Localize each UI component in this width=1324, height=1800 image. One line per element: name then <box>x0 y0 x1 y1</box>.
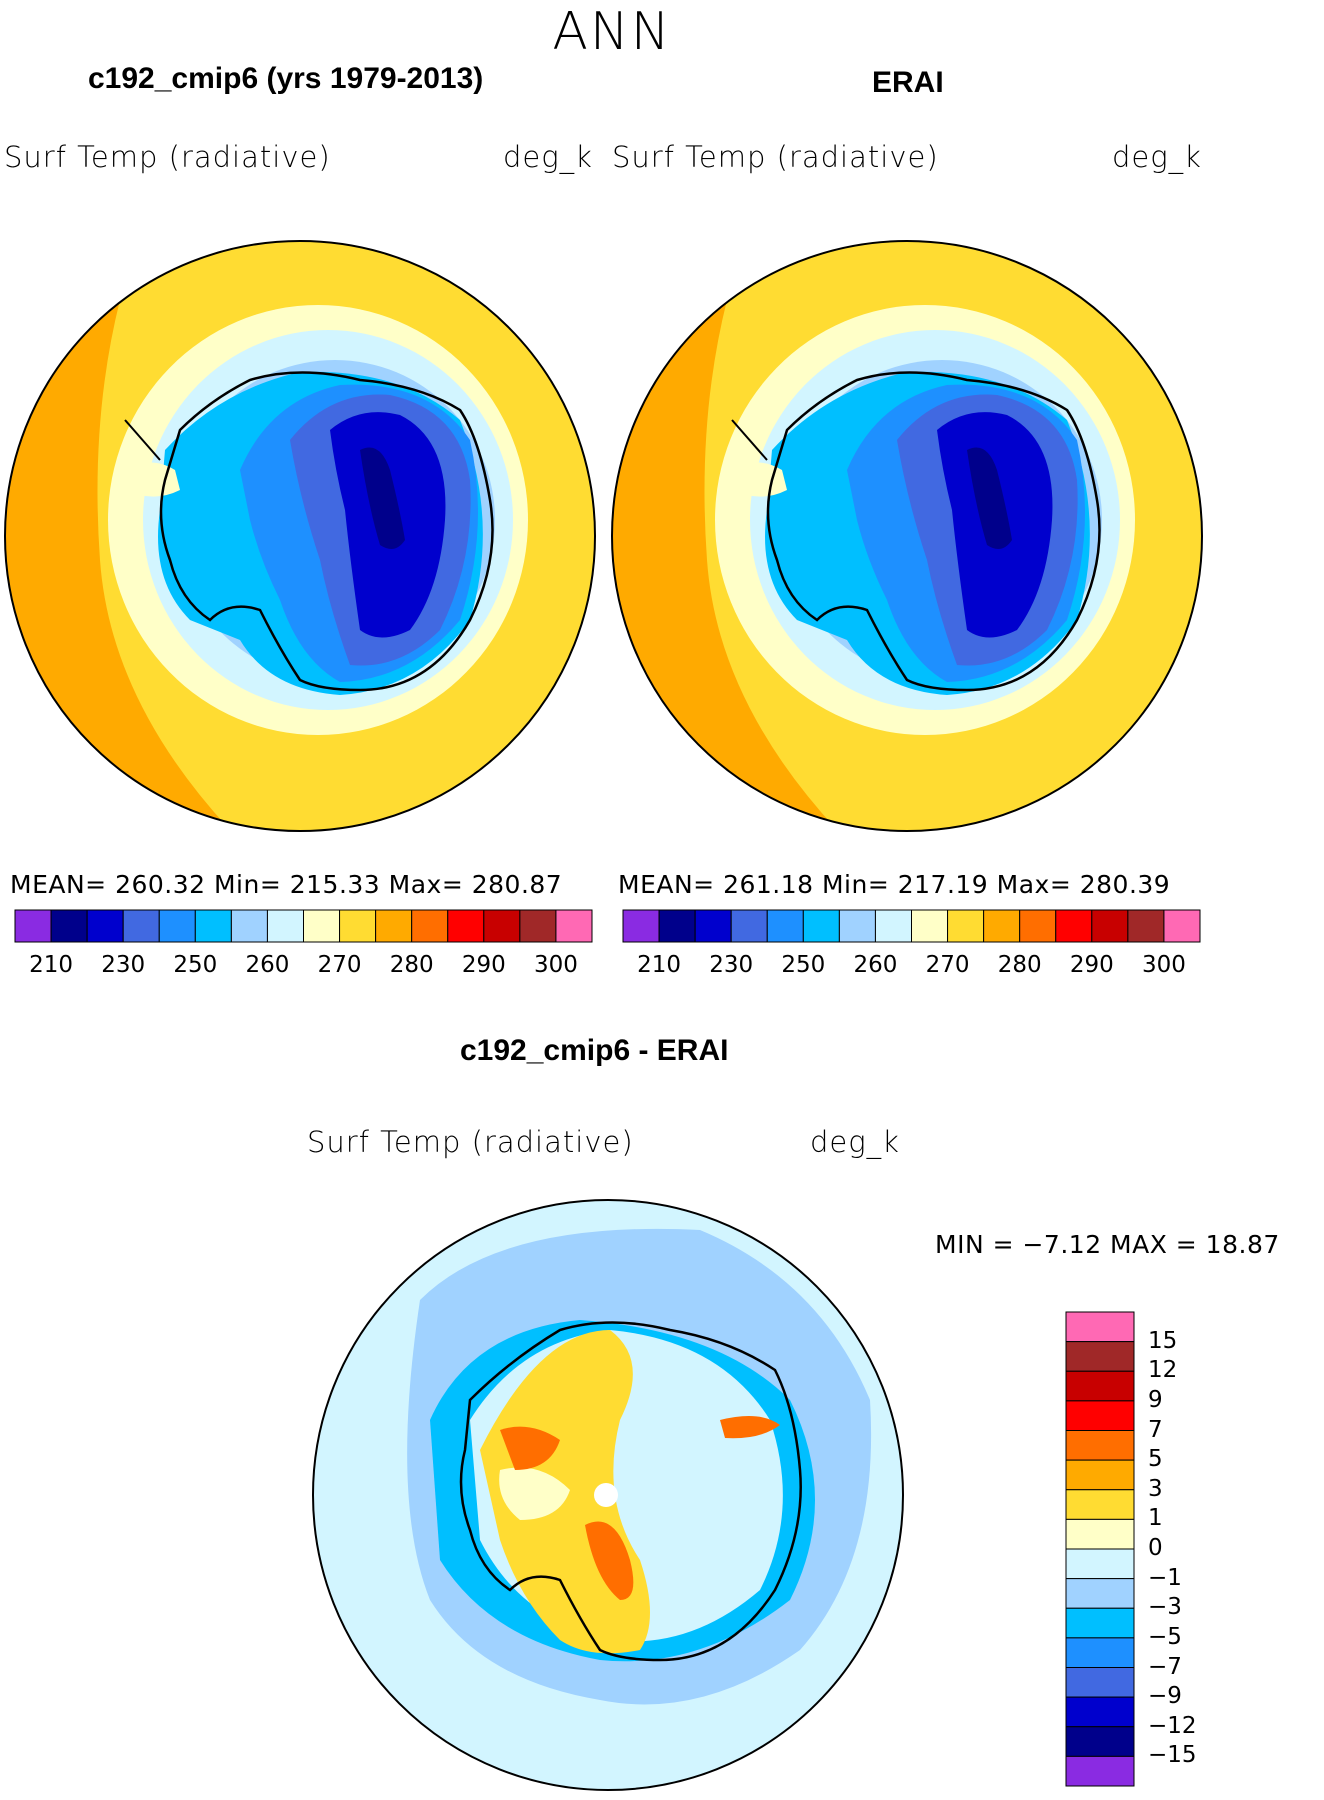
panel-2-tick-label: 230 <box>709 952 754 978</box>
diff-color-box <box>1065 1696 1135 1728</box>
panel-2-tick-label: 300 <box>1141 952 1186 978</box>
panel-1-units: deg_k <box>503 140 593 174</box>
diff-tick-label: −5 <box>1148 1623 1182 1650</box>
panel-1-colorbar-ticks: 210 230 250 260 270 280 290 300 <box>15 952 592 982</box>
panel-1-field <box>5 241 595 831</box>
diff-tick-label: 12 <box>1148 1357 1178 1384</box>
panel-2-color-box <box>911 909 949 943</box>
diff-variable: Surf Temp (radiative) <box>307 1125 634 1159</box>
panel-1-tick-label: 290 <box>461 952 506 978</box>
panel-1-color-box <box>339 909 377 943</box>
diff-color-box <box>1065 1430 1135 1461</box>
panel-2-color-box <box>1163 909 1201 943</box>
panel-1-color-box <box>303 909 341 943</box>
panel-1-tick-label: 260 <box>245 952 290 978</box>
diff-minmax: MIN = −7.12 MAX = 18.87 <box>935 1230 1280 1259</box>
panel-2-tick-label: 260 <box>853 952 898 978</box>
panel-2-color-box <box>694 909 732 943</box>
panel-1-color-box <box>230 909 268 943</box>
panel-1-color-box <box>411 909 449 943</box>
panel-2-color-box <box>1091 909 1129 943</box>
panel-1-title: c192_cmip6 (yrs 1979-2013) <box>88 62 484 95</box>
panel-2-colorbar-ticks: 210 230 250 260 270 280 290 300 <box>623 952 1200 982</box>
diff-color-box <box>1065 1755 1135 1787</box>
diff-color-box <box>1065 1370 1135 1402</box>
panel-1-colorbar <box>14 909 593 943</box>
diff-color-box <box>1065 1459 1135 1491</box>
diff-tick-label: −9 <box>1148 1683 1182 1710</box>
diff-color-box <box>1065 1726 1135 1757</box>
panel-2-color-box <box>802 909 840 943</box>
panel-1-color-box <box>86 909 124 943</box>
diff-color-box <box>1065 1518 1135 1550</box>
panel-1-color-box <box>375 909 413 943</box>
panel-2-colorbar <box>622 909 1201 943</box>
diff-color-box <box>1065 1311 1135 1343</box>
panel-2-color-box <box>658 909 696 943</box>
diff-tick-label: −3 <box>1148 1594 1182 1621</box>
panel-2-color-box <box>1127 909 1165 943</box>
diff-colorbar <box>1065 1311 1135 1787</box>
panel-2-color-box <box>730 909 768 943</box>
diff-tick-label: −7 <box>1148 1653 1182 1680</box>
panel-2-tick-label: 290 <box>1069 952 1114 978</box>
panel-1-variable: Surf Temp (radiative) <box>4 140 331 174</box>
diff-tick-label: 9 <box>1148 1386 1163 1413</box>
panel-1-tick-label: 210 <box>29 952 74 978</box>
panel-2-tick-label: 210 <box>637 952 682 978</box>
panel-2-variable: Surf Temp (radiative) <box>612 140 939 174</box>
diff-coastline <box>459 1321 802 1662</box>
panel-1-color-box <box>447 909 485 943</box>
diff-units: deg_k <box>810 1125 900 1159</box>
diff-field <box>313 1200 903 1790</box>
diff-tick-label: 15 <box>1148 1327 1178 1354</box>
diff-tick-label: 1 <box>1148 1505 1163 1532</box>
diff-color-box <box>1065 1489 1135 1520</box>
panel-1-tick-label: 280 <box>389 952 434 978</box>
panel-2-coastline <box>766 371 1101 692</box>
panel-1-tick-label: 270 <box>317 952 362 978</box>
panel-1-color-box <box>555 909 593 943</box>
diff-tick-label: 3 <box>1148 1475 1163 1502</box>
panel-2-color-box <box>1055 909 1093 943</box>
panel-2-stats: MEAN= 261.18 Min= 217.19 Max= 280.39 <box>618 870 1171 899</box>
diff-tick-label: −12 <box>1148 1712 1197 1739</box>
panel-2-tick-label: 270 <box>925 952 970 978</box>
diff-color-box <box>1065 1667 1135 1698</box>
diff-tick-label: 5 <box>1148 1446 1163 1473</box>
panel-1-color-box <box>50 909 88 943</box>
figure-title: ANN <box>552 2 672 62</box>
panel-2-tick-label: 280 <box>997 952 1042 978</box>
panel-1-color-box <box>14 909 52 943</box>
panel-1-color-box <box>266 909 304 943</box>
diff-color-box <box>1065 1637 1135 1668</box>
diff-tick-label: 0 <box>1148 1535 1163 1561</box>
panel-1-tick-label: 230 <box>101 952 146 978</box>
panel-1-tick-label: 250 <box>173 952 218 978</box>
panel-1-tick-label: 300 <box>533 952 578 978</box>
diff-color-box <box>1065 1578 1135 1609</box>
panel-1-stats: MEAN= 260.32 Min= 215.33 Max= 280.87 <box>10 870 563 899</box>
panel-2-tick-label: 250 <box>781 952 826 978</box>
panel-2-title: ERAI <box>872 66 944 99</box>
diff-tick-label: 7 <box>1148 1416 1163 1443</box>
panel-2-field <box>612 241 1202 831</box>
diff-color-box <box>1065 1400 1135 1431</box>
diff-color-box <box>1065 1548 1135 1580</box>
diff-color-box <box>1065 1341 1135 1372</box>
diff-colorbar-ticks: 15 12 9 7 5 3 1 0 −1 −3 −5 −7 −9 −12 −15 <box>1148 1312 1228 1788</box>
diff-panel-title: c192_cmip6 - ERAI <box>460 1034 729 1067</box>
panel-1-color-box <box>122 909 160 943</box>
panel-2-units: deg_k <box>1112 140 1202 174</box>
diff-tick-label: −15 <box>1148 1742 1197 1769</box>
panel-1-coastline <box>159 371 494 692</box>
diff-tick-label: −1 <box>1148 1564 1182 1591</box>
panel-2-color-box <box>947 909 985 943</box>
diff-color-box <box>1065 1607 1135 1639</box>
